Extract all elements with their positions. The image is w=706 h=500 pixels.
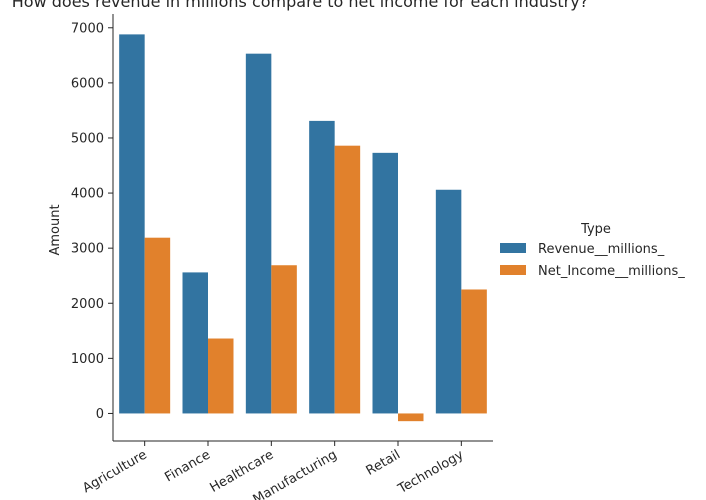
plot-area: 0 1000 2000 3000 4000 5000 6000 7000 Agriculture… <box>71 14 493 500</box>
y-tick-label: 5000 <box>71 131 104 146</box>
bar-finance-net-income <box>208 338 234 414</box>
bar-agriculture-net-income <box>144 237 171 414</box>
legend-swatch-net-income <box>500 265 526 275</box>
y-tick-label: 4000 <box>71 187 104 202</box>
y-tick-label: 7000 <box>71 21 104 36</box>
legend-label-revenue: Revenue__millions_ <box>538 242 665 257</box>
bar-healthcare-net-income <box>271 265 297 414</box>
bar-technology-net-income <box>461 289 487 414</box>
bar-retail-net-income <box>398 413 424 422</box>
bar-agriculture-revenue <box>119 34 145 414</box>
legend: Type Revenue__millions_ Net_Income__milli… <box>500 222 685 279</box>
y-tick-label: 2000 <box>71 297 104 312</box>
bar-finance-revenue <box>182 272 208 414</box>
y-tick-label: 1000 <box>71 352 104 367</box>
legend-swatch-revenue <box>500 243 526 253</box>
x-tick-label-retail: Retail <box>364 447 403 478</box>
bar-retail-revenue <box>372 152 398 414</box>
legend-title: Type <box>580 222 611 237</box>
x-tick-label-technology: Technology <box>395 447 467 497</box>
y-tick-label: 6000 <box>71 76 104 91</box>
x-tick-label-agriculture: Agriculture <box>80 447 149 496</box>
y-tick-label: 0 <box>96 407 104 422</box>
bar-manufacturing-net-income <box>334 145 361 414</box>
bar-manufacturing-revenue <box>309 120 335 414</box>
chart-title: How does revenue in millions compare to … <box>12 0 588 11</box>
bar-healthcare-revenue <box>245 53 272 414</box>
y-tick-label: 3000 <box>71 242 104 257</box>
bar-technology-revenue <box>435 189 462 414</box>
x-tick-label-finance: Finance <box>162 447 213 485</box>
legend-label-net-income: Net_Income__millions_ <box>538 264 685 279</box>
y-axis-label: Amount <box>48 204 63 255</box>
